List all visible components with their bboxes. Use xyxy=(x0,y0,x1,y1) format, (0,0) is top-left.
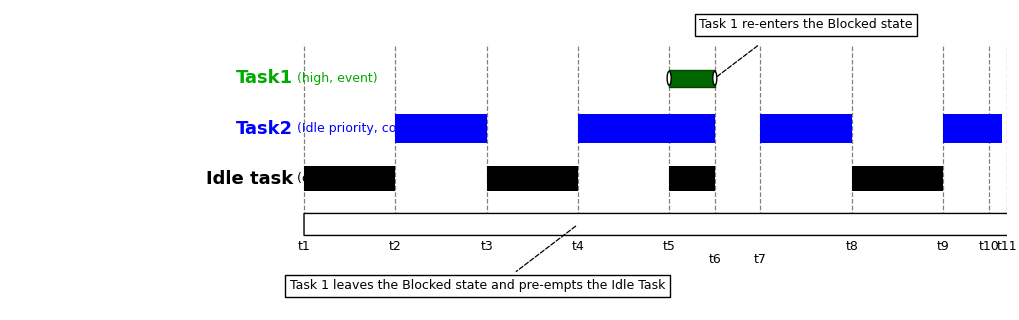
Text: (Idle priority, continuous): (Idle priority, continuous) xyxy=(292,122,454,135)
Bar xyxy=(304,166,395,191)
Text: t9: t9 xyxy=(935,240,949,253)
Text: t11: t11 xyxy=(996,240,1016,253)
Text: Idle task: Idle task xyxy=(206,170,292,188)
Text: Task 1 re-enters the Blocked state: Task 1 re-enters the Blocked state xyxy=(699,18,912,31)
Text: (high, event): (high, event) xyxy=(292,72,377,85)
Bar xyxy=(760,115,851,143)
Text: Task 1 leaves the Blocked state and pre-empts the Idle Task: Task 1 leaves the Blocked state and pre-… xyxy=(289,279,664,292)
Text: t10: t10 xyxy=(977,240,998,253)
Text: Task2: Task2 xyxy=(235,120,292,138)
Bar xyxy=(668,69,714,87)
Circle shape xyxy=(712,71,716,85)
Text: t8: t8 xyxy=(845,240,857,253)
Text: Task1: Task1 xyxy=(235,69,292,87)
Bar xyxy=(578,115,714,143)
Circle shape xyxy=(666,71,671,85)
Bar xyxy=(668,166,714,191)
Text: t2: t2 xyxy=(388,240,401,253)
Text: t6: t6 xyxy=(708,253,720,266)
Text: t5: t5 xyxy=(662,240,675,253)
Text: t1: t1 xyxy=(298,240,310,253)
Text: t4: t4 xyxy=(571,240,584,253)
Text: t3: t3 xyxy=(480,240,492,253)
Text: t7: t7 xyxy=(753,253,766,266)
Bar xyxy=(943,115,1002,143)
Polygon shape xyxy=(304,203,1019,246)
Text: (continuous): (continuous) xyxy=(292,172,375,185)
Bar xyxy=(395,115,486,143)
Bar xyxy=(486,166,578,191)
Bar xyxy=(851,166,943,191)
